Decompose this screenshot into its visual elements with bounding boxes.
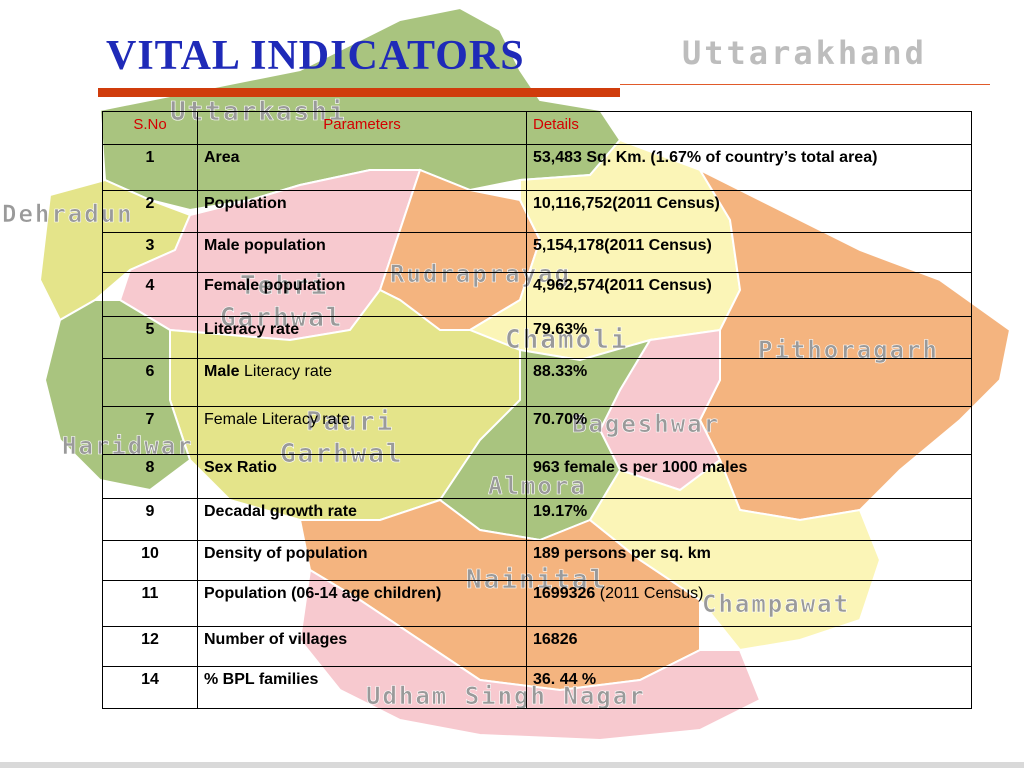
cell-sno: 4 (102, 272, 198, 317)
table-header-row: S.No Parameters Details (102, 111, 972, 145)
detail-bold-text: 10,116,752(2011 Census) (533, 195, 720, 212)
cell-sno: 10 (102, 540, 198, 581)
cell-sno: 7 (102, 406, 198, 455)
cell-sno: 12 (102, 626, 198, 667)
parameter-bold-text: Area (204, 149, 240, 166)
parameter-bold-text: Number of villages (204, 631, 348, 648)
cell-sno: 3 (102, 232, 198, 273)
table-row: 5 Literacy rate 79.63% (102, 316, 972, 359)
cell-parameter: Literacy rate (197, 316, 527, 359)
cell-parameter: Decadal growth rate (197, 498, 527, 541)
cell-detail: 53,483 Sq. Km. (1.67% of country’s total… (526, 144, 972, 191)
detail-bold-text: 5,154,178(2011 Census) (533, 237, 712, 254)
cell-sno: 11 (102, 580, 198, 627)
cell-sno: 8 (102, 454, 198, 499)
cell-detail: 5,154,178(2011 Census) (526, 232, 972, 273)
cell-detail: 10,116,752(2011 Census) (526, 190, 972, 233)
cell-detail: 79.63% (526, 316, 972, 359)
cell-parameter: Population (06-14 age children) (197, 580, 527, 627)
cell-detail: 4,962,574(2011 Census) (526, 272, 972, 317)
cell-detail: 88.33% (526, 358, 972, 407)
cell-sno: 5 (102, 316, 198, 359)
cell-parameter: Population (197, 190, 527, 233)
cell-sno: 14 (102, 666, 198, 709)
cell-sno: 2 (102, 190, 198, 233)
cell-parameter: Density of population (197, 540, 527, 581)
parameter-bold-text: % BPL families (204, 671, 319, 688)
cell-detail: 189 persons per sq. km (526, 540, 972, 581)
table-row: 2 Population 10,116,752(2011 Census) (102, 190, 972, 233)
table-row: 1 Area 53,483 Sq. Km. (1.67% of country’s … (102, 144, 972, 191)
parameter-bold-text: Density of population (204, 545, 368, 562)
detail-normal-text: (2011 Census) (595, 585, 704, 602)
header-details: Details (526, 111, 972, 145)
table-row: 12 Number of villages 16826 (102, 626, 972, 667)
detail-bold-text: 1699326 (533, 585, 596, 602)
cell-parameter: Male population (197, 232, 527, 273)
table-row: 9 Decadal growth rate 19.17% (102, 498, 972, 541)
detail-bold-text: 70.70% (533, 411, 588, 428)
parameter-bold-text: Decadal growth rate (204, 503, 357, 520)
cell-detail: 963 female s per 1000 males (526, 454, 972, 499)
detail-bold-text: 963 female s per 1000 males (533, 459, 748, 476)
detail-bold-text: 4,962,574(2011 Census) (533, 277, 712, 294)
detail-bold-text: 79.63% (533, 321, 588, 338)
cell-detail: 36. 44 % (526, 666, 972, 709)
detail-bold-text: 19.17% (533, 503, 588, 520)
vital-indicators-table: S.No Parameters Details 1 Area 53,483 Sq. … (102, 111, 972, 709)
table-row: 11 Population (06-14 age children) 1699326… (102, 580, 972, 627)
table-body: 1 Area 53,483 Sq. Km. (1.67% of country’s … (102, 144, 972, 709)
table-row: 8 Sex Ratio 963 female s per 1000 males (102, 454, 972, 499)
detail-bold-text: 88.33% (533, 363, 588, 380)
parameter-bold-text: Literacy rate (204, 321, 300, 338)
cell-detail: 1699326 (2011 Census) (526, 580, 972, 627)
page-title: VITAL INDICATORS (106, 33, 525, 79)
parameter-bold-text: Female population (204, 277, 346, 294)
parameter-bold-text: Male (204, 363, 240, 380)
parameter-bold-text: Population (204, 195, 287, 212)
cell-parameter: Male Literacy rate (197, 358, 527, 407)
table-row: 3 Male population 5,154,178(2011 Census) (102, 232, 972, 273)
parameter-bold-text: Population (06-14 age children) (204, 585, 442, 602)
header-parameters: Parameters (197, 111, 527, 145)
header-sno: S.No (102, 111, 198, 145)
state-name-heading: Uttarakhand (682, 34, 927, 72)
cell-sno: 9 (102, 498, 198, 541)
cell-sno: 6 (102, 358, 198, 407)
footer-strip (0, 762, 1024, 768)
table-row: 7 Female Literacy rate 70.70% (102, 406, 972, 455)
title-underline-thin-rule (620, 84, 990, 85)
cell-detail: 70.70% (526, 406, 972, 455)
title-underline-bar (98, 88, 620, 97)
cell-parameter: Number of villages (197, 626, 527, 667)
detail-bold-text: 36. 44 % (533, 671, 597, 688)
cell-parameter: Female Literacy rate (197, 406, 527, 455)
parameter-bold-text: Sex Ratio (204, 459, 277, 476)
detail-bold-text: 189 persons per sq. km (533, 545, 711, 562)
table-row: 10 Density of population 189 persons per s… (102, 540, 972, 581)
cell-parameter: Female population (197, 272, 527, 317)
detail-bold-text: 16826 (533, 631, 578, 648)
cell-detail: 16826 (526, 626, 972, 667)
cell-parameter: Area (197, 144, 527, 191)
cell-parameter: Sex Ratio (197, 454, 527, 499)
cell-detail: 19.17% (526, 498, 972, 541)
parameter-normal-text: Literacy rate (239, 363, 333, 380)
detail-bold-text: 53,483 Sq. Km. (1.67% of country’s total… (533, 149, 878, 166)
parameter-bold-text: Male population (204, 237, 326, 254)
table-row: 6 Male Literacy rate 88.33% (102, 358, 972, 407)
cell-sno: 1 (102, 144, 198, 191)
table-row: 14 % BPL families 36. 44 % (102, 666, 972, 709)
table-row: 4 Female population 4,962,574(2011 Census) (102, 272, 972, 317)
parameter-normal-text: Female Literacy rate (204, 411, 350, 428)
cell-parameter: % BPL families (197, 666, 527, 709)
